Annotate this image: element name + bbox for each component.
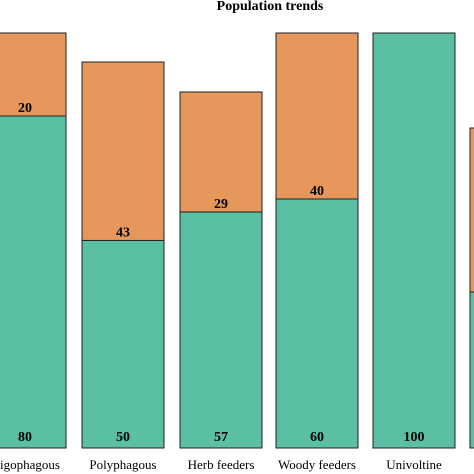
value-label-bottom-0: 80 [18,430,32,445]
value-label-top-0: 20 [18,101,32,116]
value-label-top-2: 29 [214,197,228,212]
bar-segment-bottom-0 [0,115,67,449]
bar-segment-bottom-3 [275,198,359,449]
value-label-top-1: 43 [116,225,130,240]
bar-segment-bottom-5 [469,291,474,449]
value-label-bottom-1: 50 [116,430,130,445]
value-label-bottom-4: 100 [404,430,425,445]
bar-segment-top-3 [275,32,359,200]
bar-segment-top-5 [469,127,474,293]
bar-segment-bottom-2 [179,211,263,449]
category-label-1: Polyphagous [89,457,156,472]
value-label-bottom-2: 57 [214,430,228,445]
chart-title: Population trends [217,0,324,14]
bar-segment-top-2 [179,91,263,213]
bar-segment-bottom-4 [372,32,456,449]
bar-segment-bottom-1 [81,239,165,449]
value-label-top-3: 40 [310,184,324,199]
bars-group [0,32,474,449]
bar-segment-top-1 [81,61,165,241]
category-label-2: Herb feeders [188,457,255,472]
labels-group: 20 80 igophagous 43 50 Polyphagous 29 57 Herb fe… [0,101,442,472]
category-label-4: Univoltine [386,457,442,472]
bar-segment-top-0 [0,32,67,117]
value-label-bottom-3: 60 [310,430,324,445]
category-label-0: igophagous [0,457,60,472]
category-label-3: Woody feeders [278,457,356,472]
